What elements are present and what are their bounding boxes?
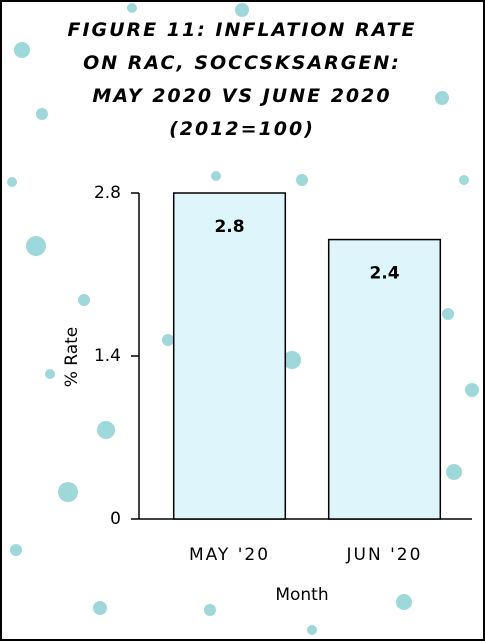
dot	[58, 482, 78, 502]
dot	[93, 601, 107, 615]
dot	[14, 42, 30, 58]
chart-frame: % Rate Month 0 1.4 2.8 MAY '20 2.8 JUN '20 2.4…	[0, 0, 485, 641]
y-tick-label: 2.8	[94, 183, 121, 203]
dot	[396, 594, 412, 610]
dot	[446, 464, 462, 480]
dot	[26, 236, 46, 256]
dot	[204, 604, 216, 616]
y-axis-label: % Rate	[62, 327, 82, 388]
dot	[127, 3, 137, 13]
dot	[211, 171, 221, 181]
x-axis-label: Month	[275, 585, 328, 605]
dot	[435, 91, 449, 105]
y-tick-label: 0	[110, 509, 121, 529]
y-tick-label: 1.4	[94, 346, 121, 366]
x-tick-label: MAY '20	[189, 545, 270, 565]
dot	[459, 175, 469, 185]
dot	[7, 177, 17, 187]
dot	[296, 174, 308, 186]
dot	[442, 308, 454, 320]
chart-title: FIGURE 11: INFLATION RATE ON RAC, SOCCSK…	[57, 14, 427, 146]
data-label: 2.4	[369, 264, 399, 284]
x-tick-label: JUN '20	[346, 545, 423, 565]
dot	[10, 544, 22, 556]
dot	[36, 108, 48, 120]
bar	[174, 193, 286, 519]
dot	[465, 383, 479, 397]
dot	[45, 369, 55, 379]
dot	[97, 421, 115, 439]
dot	[162, 334, 174, 346]
dot	[307, 625, 317, 635]
data-label: 2.8	[214, 217, 244, 237]
dot	[78, 294, 90, 306]
